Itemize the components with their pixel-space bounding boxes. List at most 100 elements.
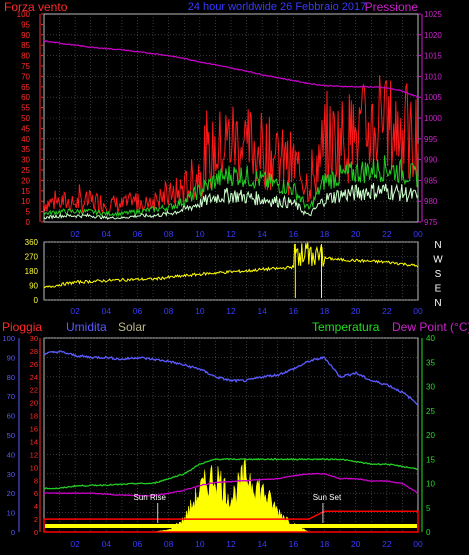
wind-left-tick: 25 — [21, 166, 30, 175]
direction-x-tick: 04 — [102, 306, 112, 316]
wind-left-tick: 50 — [21, 114, 30, 123]
rain-x-tick: 22 — [382, 539, 392, 549]
rain-line — [43, 510, 419, 533]
wind-left-tick: 40 — [21, 135, 30, 144]
direction-tick: 0 — [34, 296, 39, 305]
direction-x-tick: 10 — [195, 306, 205, 316]
humidity-tick: 20 — [7, 489, 15, 498]
wind-left-tick: 85 — [21, 41, 30, 50]
pressure-line — [43, 40, 419, 99]
wind-x-tick: 12 — [226, 229, 236, 239]
wind-left-tick: 75 — [21, 62, 30, 71]
wind-left-tick: 80 — [21, 52, 30, 61]
pressure-right-tick: 980 — [424, 197, 438, 206]
temperature-line — [43, 457, 419, 490]
temperature-tick: 30 — [426, 383, 435, 392]
rain-x-tick: 02 — [70, 539, 80, 549]
rain-x-tick: 10 — [195, 539, 205, 549]
pressure-right-tick: 990 — [424, 156, 438, 165]
rain-x-tick: 20 — [351, 539, 361, 549]
dewpoint-label: Dew Point (°C) — [392, 320, 469, 334]
sunset-annotation: Sun Set — [313, 493, 342, 502]
rain-x-tick: 00 — [413, 539, 423, 549]
left-axis-label: Forza vento — [4, 0, 68, 14]
solar-baseline — [45, 524, 417, 528]
wind-series-line-2 — [43, 182, 419, 221]
wind-series-line-0 — [43, 75, 419, 215]
rain-tick: 6 — [34, 489, 38, 498]
humidity-tick: 50 — [7, 431, 15, 440]
rain-x-tick: 16 — [289, 539, 299, 549]
wind-x-tick: 02 — [70, 229, 80, 239]
pressure-right-tick: 1020 — [424, 31, 442, 40]
humidity-tick: 0 — [11, 528, 15, 537]
wind-left-tick: 65 — [21, 83, 30, 92]
direction-x-tick: 12 — [226, 306, 236, 316]
temperature-tick: 35 — [426, 358, 435, 367]
temperature-tick: 25 — [426, 407, 435, 416]
direction-x-tick: 02 — [70, 306, 80, 316]
temperature-tick: 10 — [426, 480, 435, 489]
pressure-right-tick: 1010 — [424, 72, 442, 81]
direction-x-tick: 08 — [164, 306, 174, 316]
wind-left-tick: 20 — [21, 176, 30, 185]
pressure-right-tick: 1015 — [424, 52, 442, 61]
humidity-tick: 80 — [7, 373, 15, 382]
direction-x-tick: 18 — [320, 306, 330, 316]
compass-label: N — [434, 240, 441, 251]
pressure-right-tick: 985 — [424, 176, 438, 185]
temperature-tick: 15 — [426, 455, 435, 464]
wind-x-tick: 18 — [320, 229, 330, 239]
wind-x-tick: 04 — [102, 229, 112, 239]
wind-x-tick: 16 — [289, 229, 299, 239]
rain-tick: 14 — [30, 437, 38, 446]
rain-tick: 2 — [34, 515, 38, 524]
pressure-right-tick: 995 — [424, 135, 438, 144]
wind-x-tick: 08 — [164, 229, 174, 239]
rain-x-tick: 18 — [320, 539, 330, 549]
temperature-tick: 40 — [426, 334, 435, 343]
wind-left-tick: 45 — [21, 124, 30, 133]
wind-left-tick: 30 — [21, 156, 30, 165]
direction-tick: 360 — [25, 238, 39, 247]
direction-x-tick: 00 — [413, 306, 423, 316]
wind-x-tick: 22 — [382, 229, 392, 239]
sunrise-annotation: Sun Rise — [134, 493, 167, 502]
rain-tick: 20 — [30, 399, 38, 408]
direction-tick: 90 — [29, 282, 38, 291]
temperature-tick: 0 — [426, 528, 431, 537]
rain-x-tick: 14 — [257, 539, 267, 549]
rain-tick: 22 — [30, 386, 38, 395]
compass-label: S — [435, 269, 442, 280]
direction-x-tick: 16 — [289, 306, 299, 316]
wind-left-tick: 5 — [26, 208, 31, 217]
humidity-tick: 40 — [7, 450, 15, 459]
rain-tick: 16 — [30, 425, 38, 434]
wind-left-tick: 0 — [26, 218, 31, 227]
wind-left-tick: 100 — [17, 10, 31, 19]
right-axis-label: Pressione — [365, 0, 419, 14]
rain-tick: 8 — [34, 476, 38, 485]
rain-tick: 24 — [30, 373, 38, 382]
pressure-right-tick: 1025 — [424, 10, 442, 19]
rain-tick: 0 — [34, 528, 38, 537]
humidity-tick: 70 — [7, 392, 15, 401]
wind-left-tick: 10 — [21, 197, 30, 206]
humidity-tick: 30 — [7, 470, 15, 479]
temperatura-label: Temperatura — [312, 320, 380, 334]
wind-x-tick: 14 — [257, 229, 267, 239]
chart-title: 24 hour worldwide 26 Febbraio 2017 — [188, 1, 367, 13]
compass-label: W — [433, 255, 443, 266]
direction-tick: 270 — [25, 253, 39, 262]
dewpoint-line — [43, 472, 419, 497]
pioggia-label: Pioggia — [2, 320, 42, 334]
wind-left-tick: 55 — [21, 104, 30, 113]
rain-x-tick: 12 — [226, 539, 236, 549]
pressure-right-tick: 975 — [424, 218, 438, 227]
rain-x-tick: 04 — [102, 539, 112, 549]
direction-x-tick: 20 — [351, 306, 361, 316]
direction-x-tick: 06 — [133, 306, 143, 316]
compass-label: E — [435, 284, 442, 295]
